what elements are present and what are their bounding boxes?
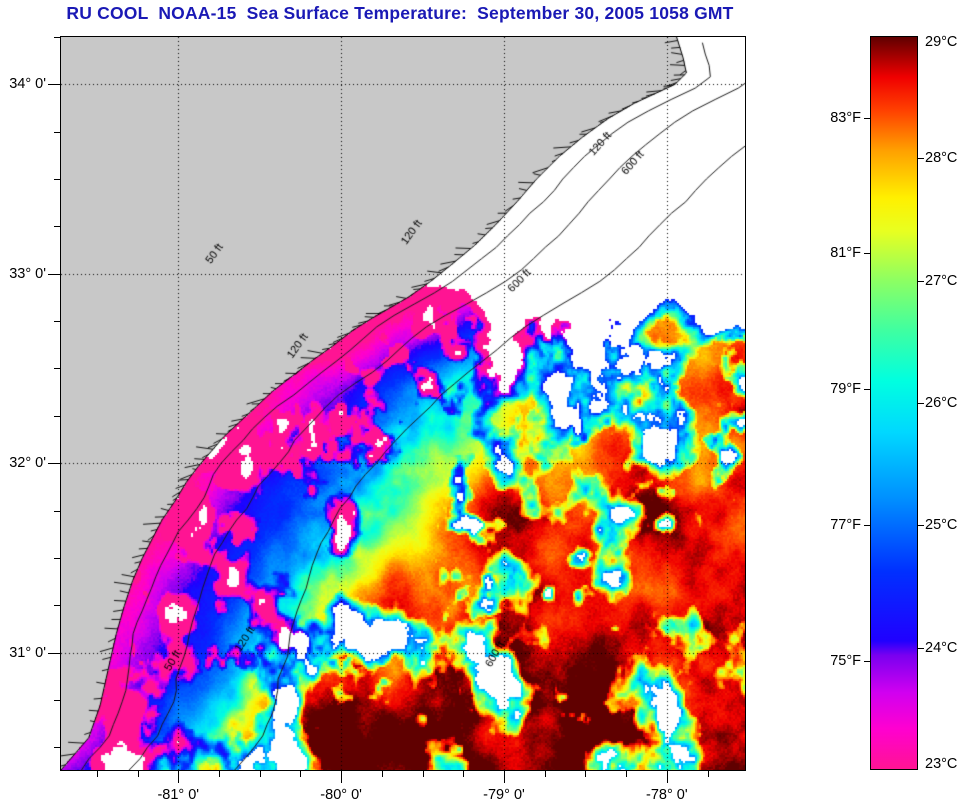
y-axis-minor-tick bbox=[54, 557, 60, 559]
colorbar[interactable] bbox=[870, 36, 918, 770]
x-axis-tick-label: -81° 0' bbox=[157, 787, 200, 803]
colorbar-fahrenheit-label: 77°F bbox=[830, 517, 861, 534]
x-axis-tick-label: -78° 0' bbox=[646, 787, 688, 803]
y-axis-minor-tick bbox=[54, 37, 60, 38]
y-axis-minor-tick bbox=[54, 415, 60, 417]
y-axis-tick-label: 31° 0' bbox=[9, 644, 46, 661]
x-axis-minor-tick bbox=[585, 771, 587, 777]
x-axis-minor-tick bbox=[381, 771, 383, 777]
colorbar-celsius-label: 28°C bbox=[925, 150, 958, 167]
x-axis-tick-label: -80° 0' bbox=[320, 787, 362, 803]
x-axis-minor-tick bbox=[707, 771, 709, 777]
colorbar-gradient bbox=[871, 37, 917, 769]
x-axis-minor-tick bbox=[218, 771, 220, 777]
y-axis-minor-tick bbox=[54, 368, 60, 370]
x-axis-major-tick bbox=[666, 771, 668, 783]
colorbar-fahrenheit-tick bbox=[864, 117, 870, 119]
colorbar-fahrenheit-tick bbox=[864, 253, 870, 255]
y-axis-major-tick bbox=[48, 84, 60, 86]
x-axis-minor-tick bbox=[626, 771, 628, 777]
y-axis-minor-tick bbox=[54, 510, 60, 512]
y-axis-minor-tick bbox=[54, 131, 60, 133]
sst-image-canvas bbox=[61, 37, 745, 770]
colorbar-celsius-tick bbox=[918, 525, 924, 527]
colorbar-fahrenheit-label: 79°F bbox=[830, 381, 861, 398]
y-axis-major-tick bbox=[48, 652, 60, 654]
x-axis-minor-tick bbox=[137, 771, 139, 777]
y-axis-minor-tick bbox=[54, 699, 60, 701]
y-axis-tick-label: 34° 0' bbox=[9, 76, 46, 93]
colorbar-celsius-label: 23°C bbox=[925, 756, 958, 772]
colorbar-celsius-label: 26°C bbox=[925, 395, 958, 411]
colorbar-celsius-tick bbox=[918, 647, 924, 649]
x-axis-minor-tick bbox=[259, 771, 261, 777]
colorbar-celsius-tick bbox=[918, 158, 924, 160]
colorbar-fahrenheit-tick bbox=[864, 525, 870, 527]
colorbar-fahrenheit-label: 81°F bbox=[830, 245, 861, 262]
colorbar-fahrenheit-label: 75°F bbox=[830, 653, 861, 670]
y-axis-major-tick bbox=[48, 273, 60, 275]
y-axis-tick-label: 32° 0' bbox=[9, 455, 46, 472]
colorbar-celsius-tick bbox=[918, 403, 924, 404]
page-title: RU COOL NOAA-15 Sea Surface Temperature:… bbox=[66, 3, 734, 23]
colorbar-fahrenheit-tick bbox=[864, 389, 870, 391]
y-axis-minor-tick bbox=[54, 605, 60, 607]
x-axis-major-tick bbox=[341, 771, 343, 783]
y-axis-minor-tick bbox=[54, 179, 60, 181]
colorbar-celsius-label: 24°C bbox=[925, 639, 958, 656]
x-axis-major-tick bbox=[178, 771, 180, 783]
colorbar-fahrenheit-label: 83°F bbox=[830, 109, 861, 126]
colorbar-celsius-tick bbox=[918, 280, 924, 282]
x-axis-minor-tick bbox=[300, 771, 302, 777]
x-axis-tick-label: -79° 0' bbox=[483, 787, 525, 803]
y-axis-minor-tick bbox=[54, 747, 60, 749]
x-axis-minor-tick bbox=[544, 771, 546, 777]
x-axis-minor-tick bbox=[463, 771, 465, 777]
y-axis-minor-tick bbox=[54, 226, 60, 228]
colorbar-celsius-label: 25°C bbox=[925, 517, 958, 534]
colorbar-fahrenheit-tick bbox=[864, 661, 870, 663]
y-axis-major-tick bbox=[48, 463, 60, 465]
sst-map-plot[interactable] bbox=[60, 36, 746, 771]
y-axis-tick-label: 33° 0' bbox=[9, 265, 46, 282]
colorbar-celsius-label: 29°C bbox=[925, 34, 958, 50]
x-axis-minor-tick bbox=[422, 771, 424, 777]
y-axis-minor-tick bbox=[54, 321, 60, 323]
x-axis-major-tick bbox=[503, 771, 505, 783]
colorbar-celsius-label: 27°C bbox=[925, 272, 958, 289]
x-axis-minor-tick bbox=[96, 771, 98, 777]
